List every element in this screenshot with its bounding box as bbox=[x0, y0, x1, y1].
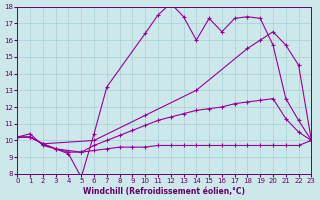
X-axis label: Windchill (Refroidissement éolien,°C): Windchill (Refroidissement éolien,°C) bbox=[84, 187, 245, 196]
